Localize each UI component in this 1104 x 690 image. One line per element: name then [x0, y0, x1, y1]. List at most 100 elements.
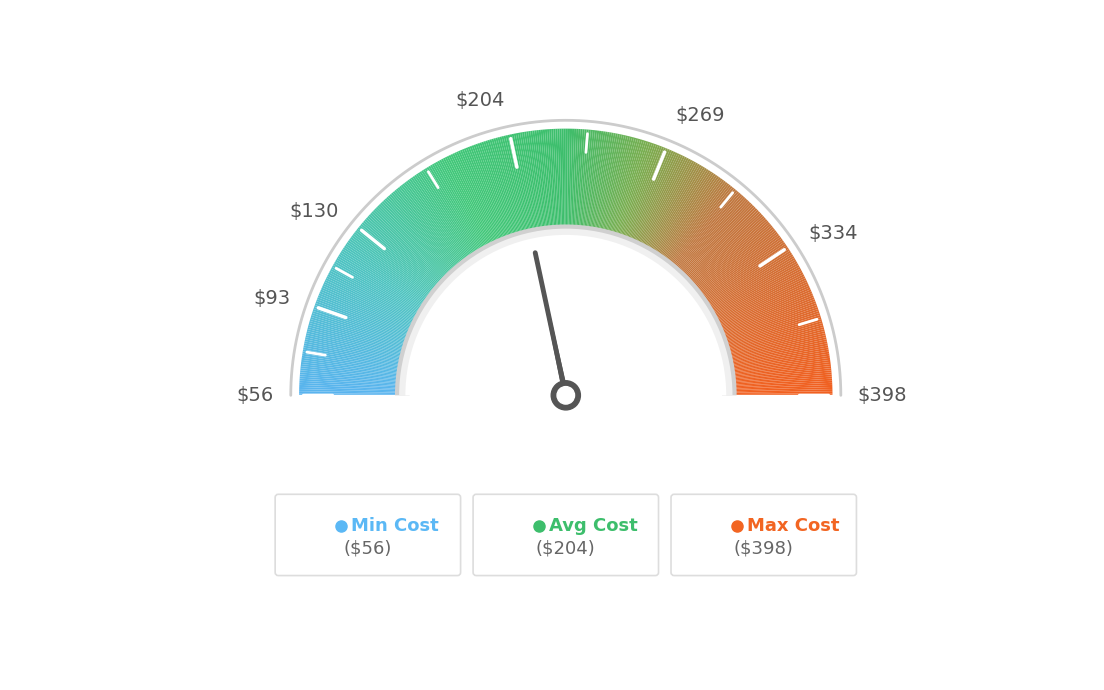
- Text: Max Cost: Max Cost: [747, 517, 839, 535]
- Wedge shape: [625, 146, 664, 244]
- Wedge shape: [310, 319, 410, 350]
- Wedge shape: [614, 141, 646, 240]
- Wedge shape: [721, 315, 820, 348]
- Wedge shape: [620, 144, 658, 243]
- Wedge shape: [668, 187, 734, 269]
- Wedge shape: [310, 317, 411, 348]
- Wedge shape: [721, 313, 820, 346]
- Wedge shape: [426, 167, 482, 257]
- Wedge shape: [712, 280, 807, 326]
- Wedge shape: [686, 216, 764, 287]
- Wedge shape: [319, 293, 415, 335]
- Wedge shape: [724, 337, 827, 361]
- Wedge shape: [493, 138, 523, 239]
- Wedge shape: [326, 278, 420, 325]
- Wedge shape: [332, 265, 424, 317]
- Wedge shape: [723, 331, 825, 357]
- Text: $130: $130: [289, 202, 339, 221]
- Wedge shape: [402, 184, 467, 267]
- Wedge shape: [435, 161, 488, 253]
- Wedge shape: [728, 362, 830, 376]
- Wedge shape: [609, 139, 640, 239]
- Wedge shape: [464, 148, 505, 245]
- Wedge shape: [629, 150, 671, 246]
- Wedge shape: [302, 353, 405, 371]
- Wedge shape: [726, 359, 830, 375]
- Wedge shape: [314, 307, 413, 343]
- Wedge shape: [618, 143, 655, 242]
- Wedge shape: [681, 208, 757, 282]
- FancyBboxPatch shape: [275, 494, 460, 575]
- Wedge shape: [299, 389, 403, 393]
- Wedge shape: [707, 263, 798, 316]
- Wedge shape: [342, 249, 429, 307]
- Wedge shape: [440, 159, 491, 252]
- Wedge shape: [448, 155, 496, 249]
- Wedge shape: [486, 141, 518, 240]
- Wedge shape: [359, 226, 440, 293]
- Wedge shape: [651, 169, 709, 258]
- Wedge shape: [520, 132, 539, 235]
- Wedge shape: [317, 299, 414, 338]
- Wedge shape: [665, 184, 730, 267]
- Wedge shape: [640, 159, 691, 252]
- Wedge shape: [692, 228, 775, 295]
- Wedge shape: [682, 210, 758, 283]
- Wedge shape: [709, 268, 802, 319]
- Wedge shape: [309, 321, 410, 351]
- Wedge shape: [312, 311, 412, 345]
- Wedge shape: [722, 321, 822, 351]
- Wedge shape: [729, 393, 832, 395]
- Wedge shape: [587, 131, 604, 235]
- Wedge shape: [304, 346, 406, 366]
- Wedge shape: [343, 247, 431, 306]
- Wedge shape: [622, 145, 660, 244]
- Wedge shape: [708, 265, 799, 317]
- Wedge shape: [637, 156, 684, 250]
- Wedge shape: [575, 129, 583, 233]
- Wedge shape: [656, 174, 715, 261]
- Wedge shape: [681, 207, 756, 282]
- Wedge shape: [716, 295, 814, 335]
- Wedge shape: [407, 179, 470, 264]
- Wedge shape: [697, 237, 782, 300]
- Wedge shape: [439, 159, 490, 253]
- Wedge shape: [729, 385, 832, 391]
- Wedge shape: [719, 303, 817, 340]
- Wedge shape: [506, 135, 530, 237]
- Wedge shape: [331, 267, 424, 318]
- Wedge shape: [634, 153, 679, 248]
- Wedge shape: [532, 130, 546, 234]
- Wedge shape: [499, 137, 527, 238]
- Wedge shape: [437, 161, 489, 253]
- Wedge shape: [670, 191, 739, 272]
- Wedge shape: [491, 139, 522, 239]
- Wedge shape: [423, 169, 480, 258]
- Wedge shape: [690, 224, 772, 292]
- Circle shape: [558, 386, 574, 404]
- Wedge shape: [474, 144, 511, 243]
- Text: ($56): ($56): [343, 540, 392, 558]
- Wedge shape: [460, 150, 502, 246]
- Wedge shape: [469, 146, 508, 244]
- Wedge shape: [394, 190, 463, 271]
- Wedge shape: [382, 201, 455, 278]
- Wedge shape: [546, 129, 555, 233]
- Wedge shape: [729, 387, 832, 391]
- Wedge shape: [699, 242, 785, 303]
- Text: ($204): ($204): [535, 540, 596, 558]
- Wedge shape: [304, 348, 406, 367]
- Wedge shape: [537, 130, 549, 234]
- Wedge shape: [518, 132, 538, 235]
- Wedge shape: [648, 166, 703, 256]
- Wedge shape: [624, 146, 662, 244]
- Wedge shape: [698, 239, 783, 301]
- Wedge shape: [311, 313, 411, 346]
- Wedge shape: [671, 193, 741, 273]
- Wedge shape: [728, 366, 831, 379]
- Wedge shape: [373, 210, 449, 283]
- Wedge shape: [668, 188, 735, 270]
- Wedge shape: [534, 130, 548, 234]
- Wedge shape: [726, 357, 830, 374]
- Wedge shape: [691, 226, 773, 293]
